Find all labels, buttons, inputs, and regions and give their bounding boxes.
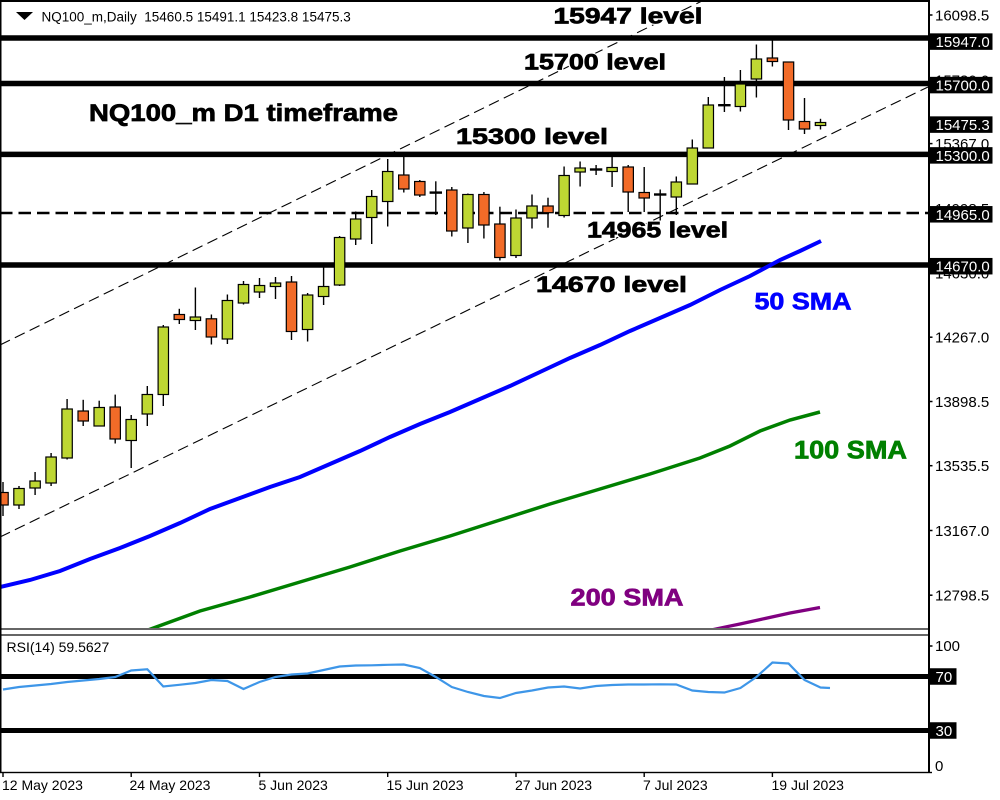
svg-text:15947 level: 15947 level bbox=[554, 3, 703, 28]
svg-text:100 SMA: 100 SMA bbox=[794, 437, 907, 465]
svg-text:70: 70 bbox=[936, 669, 953, 686]
svg-text:27 Jun 2023: 27 Jun 2023 bbox=[515, 777, 592, 793]
svg-text:15475.3: 15475.3 bbox=[936, 117, 990, 134]
svg-text:200 SMA: 200 SMA bbox=[571, 585, 684, 612]
svg-text:5 Jun 2023: 5 Jun 2023 bbox=[259, 777, 328, 793]
svg-text:13535.5: 13535.5 bbox=[935, 458, 989, 475]
svg-text:50 SMA: 50 SMA bbox=[755, 289, 852, 316]
svg-text:16098.5: 16098.5 bbox=[935, 8, 989, 25]
svg-text:15700 level: 15700 level bbox=[524, 49, 666, 74]
svg-text:13898.5: 13898.5 bbox=[935, 394, 989, 411]
svg-text:15700.0: 15700.0 bbox=[936, 78, 990, 95]
svg-text:15300 level: 15300 level bbox=[456, 124, 608, 149]
svg-text:NQ100_m,Daily 15460.5 15491.1: NQ100_m,Daily 15460.5 15491.1 15423.8 15… bbox=[42, 9, 351, 24]
svg-text:NQ100_m D1 timeframe: NQ100_m D1 timeframe bbox=[89, 100, 398, 127]
svg-text:15947 level: 15947 level bbox=[554, 3, 703, 28]
svg-text:15 Jun 2023: 15 Jun 2023 bbox=[387, 777, 464, 793]
svg-text:14670 level: 14670 level bbox=[536, 272, 687, 297]
svg-text:7 Jul 2023: 7 Jul 2023 bbox=[643, 777, 708, 793]
svg-text:30: 30 bbox=[936, 723, 953, 740]
svg-text:24 May 2023: 24 May 2023 bbox=[130, 777, 211, 793]
svg-text:15947.0: 15947.0 bbox=[936, 34, 990, 51]
svg-text:19 Jul 2023: 19 Jul 2023 bbox=[772, 777, 845, 793]
svg-text:200 SMA: 200 SMA bbox=[571, 585, 684, 612]
svg-text:15300 level: 15300 level bbox=[456, 124, 608, 149]
svg-text:15300.0: 15300.0 bbox=[936, 148, 990, 165]
svg-text:13167.0: 13167.0 bbox=[935, 523, 989, 540]
svg-text:14965 level: 14965 level bbox=[587, 218, 728, 243]
svg-text:14965.0: 14965.0 bbox=[936, 207, 990, 224]
svg-text:NQ100_m D1 timeframe: NQ100_m D1 timeframe bbox=[89, 100, 398, 127]
svg-text:14965 level: 14965 level bbox=[587, 218, 728, 243]
svg-text:12798.5: 12798.5 bbox=[935, 588, 989, 605]
svg-text:50 SMA: 50 SMA bbox=[755, 289, 852, 316]
svg-text:14670 level: 14670 level bbox=[536, 272, 687, 297]
svg-text:100: 100 bbox=[935, 638, 960, 655]
svg-text:12 May 2023: 12 May 2023 bbox=[2, 777, 83, 793]
svg-text:RSI(14) 59.5627: RSI(14) 59.5627 bbox=[7, 639, 110, 655]
svg-text:0: 0 bbox=[935, 758, 943, 775]
svg-text:15700 level: 15700 level bbox=[524, 49, 666, 74]
svg-text:14670.0: 14670.0 bbox=[936, 259, 990, 276]
svg-text:100 SMA: 100 SMA bbox=[794, 437, 907, 465]
svg-text:14267.0: 14267.0 bbox=[935, 330, 989, 347]
